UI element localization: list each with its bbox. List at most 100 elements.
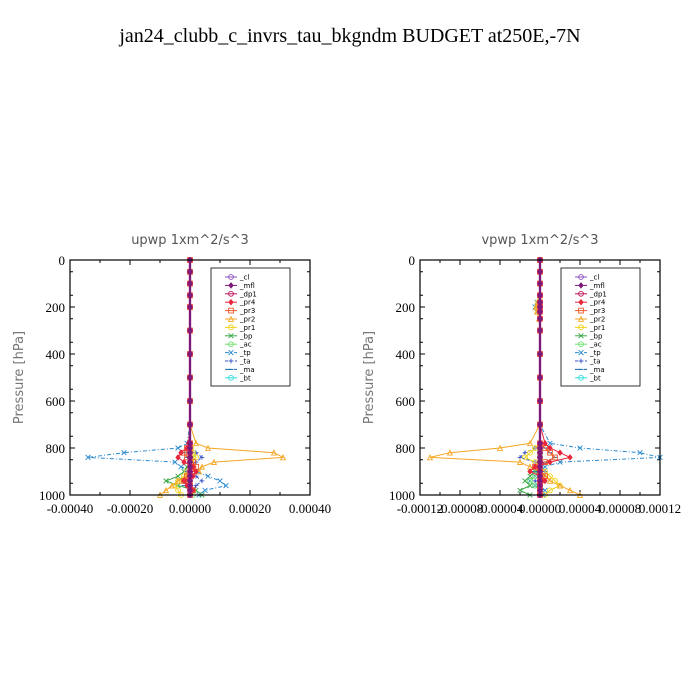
data-point_pr2 — [270, 449, 278, 456]
legend-box — [210, 267, 291, 387]
data-point_tp — [121, 449, 127, 456]
legend-marker_bt — [578, 374, 584, 381]
data-point_tp — [175, 445, 181, 451]
x-tick-label: 0.00000 — [169, 501, 211, 516]
chart-panel-1: upwp 1xm^2/s^3 Pressure [hPa] -0.00040 -0.0… — [12, 233, 331, 516]
y-tick-label: 400 — [396, 347, 416, 362]
data-point_mfl — [537, 350, 543, 358]
data-point_pr4 — [527, 468, 533, 475]
legend-marker_pr1 — [228, 324, 234, 331]
legend-label_cl: _cl — [239, 274, 249, 282]
data-point_pr2 — [162, 486, 170, 494]
data-point_mfl — [537, 315, 543, 323]
data-point_tp — [637, 449, 643, 456]
data-point_pr1 — [175, 487, 181, 494]
y-tick-label: 600 — [46, 394, 66, 409]
data-point_tp — [542, 487, 548, 494]
legend-marker_ta — [228, 358, 234, 364]
legend-label_pr2: _pr2 — [589, 316, 605, 324]
data-point_pr2 — [556, 482, 564, 489]
data-point_pr4 — [532, 463, 538, 471]
data-point_pr2 — [526, 439, 534, 447]
data-point_pr2 — [192, 439, 200, 447]
data-point_pr3 — [552, 454, 558, 461]
data-point_pr2 — [210, 458, 218, 465]
data-point_mfl — [187, 327, 193, 334]
y-tick-label: 400 — [46, 347, 66, 362]
data-point_pr2 — [204, 444, 212, 451]
data-point_bp — [527, 482, 533, 489]
data-point_pr1 — [547, 487, 553, 494]
data-point_mfl — [187, 291, 193, 299]
data-point_mfl — [537, 327, 543, 334]
legend-box — [560, 267, 641, 387]
data-point_tp — [577, 445, 583, 451]
data-point_pr2 — [546, 477, 554, 484]
legend-label_mfl: _mfl — [239, 282, 255, 290]
data-point_pr2 — [279, 453, 287, 461]
legend-label_pr4: _pr4 — [239, 299, 256, 307]
x-tick-label: 0.00020 — [229, 501, 271, 516]
legend-marker_bp — [228, 333, 234, 339]
y-axis-label: Pressure [hPa] — [12, 331, 27, 424]
y-tick-label: 1000 — [39, 488, 65, 503]
figure-title: jan24_clubb_c_invrs_tau_bkgndm BUDGET at… — [118, 25, 580, 47]
data-point_pr4 — [542, 477, 548, 485]
data-point_ta — [193, 483, 199, 488]
data-point_tp — [223, 482, 229, 489]
data-point_pr2 — [174, 477, 182, 484]
panel-title: vpwp 1xm^2/s^3 — [481, 233, 598, 248]
data-point_pr1 — [522, 454, 528, 461]
data-point_bp — [175, 473, 181, 479]
legend-label_bp: _bp — [589, 332, 603, 340]
legend: _cl_mfl_dp1_pr4_pr3_pr2_pr1_bp_ac_tp_ta_… — [560, 267, 641, 387]
data-point_tp — [547, 440, 553, 447]
panel-title: upwp 1xm^2/s^3 — [131, 233, 249, 248]
legend-label_bp: _bp — [239, 332, 253, 340]
data-point_ac — [527, 478, 533, 484]
x-tick-label: -0.00020 — [107, 501, 154, 516]
data-point_pr2 — [516, 458, 524, 465]
x-tick-label: -0.00008 — [437, 501, 484, 516]
data-point_pr4 — [567, 453, 573, 461]
data-point_mfl — [537, 291, 543, 299]
data-point_pr2 — [426, 453, 434, 461]
legend-marker_pr2 — [577, 315, 585, 322]
data-point_pr4 — [181, 477, 187, 485]
legend-marker_pr4 — [578, 298, 584, 306]
data-point_bp — [517, 487, 523, 494]
legend-label_pr3: _pr3 — [239, 307, 255, 315]
legend-label_mfl: _mfl — [589, 282, 605, 290]
data-point_mfl — [187, 350, 193, 358]
legend-label_ma: _ma — [589, 366, 605, 374]
legend-label_ma: _ma — [239, 366, 255, 374]
data-point_tp — [178, 464, 184, 470]
data-point_mfl — [187, 374, 193, 381]
data-point_ta — [193, 459, 199, 465]
legend-label_bt: _bt — [239, 374, 251, 382]
legend-marker_pr4 — [228, 298, 234, 306]
legend-label_tp: _tp — [239, 349, 251, 357]
x-tick-label: 0.00000 — [519, 501, 561, 516]
data-point_tp — [205, 473, 211, 479]
x-tick-label: 0.00012 — [639, 501, 681, 516]
legend-marker_pr1 — [578, 324, 584, 331]
data-point_pr4 — [178, 449, 184, 457]
data-point_pr1 — [527, 449, 533, 456]
data-point_bp — [522, 478, 528, 484]
y-tick-label: 0 — [59, 253, 66, 268]
y-tick-label: 600 — [396, 394, 416, 409]
legend-marker_dp1 — [228, 290, 234, 297]
legend-label_tp: _tp — [589, 349, 601, 357]
data-point_tp — [172, 459, 178, 465]
legend-marker_mfl — [228, 281, 234, 289]
x-tick-label: 0.00040 — [289, 501, 331, 516]
legend-marker_mfl — [578, 281, 584, 289]
y-tick-label: 0 — [409, 253, 416, 268]
legend-label_pr3: _pr3 — [589, 307, 605, 315]
legend-marker_dp1 — [578, 290, 584, 297]
legend-label_dp1: _dp1 — [589, 290, 607, 298]
chart-panels: upwp 1xm^2/s^3 Pressure [hPa] -0.00040 -0.0… — [12, 233, 681, 516]
